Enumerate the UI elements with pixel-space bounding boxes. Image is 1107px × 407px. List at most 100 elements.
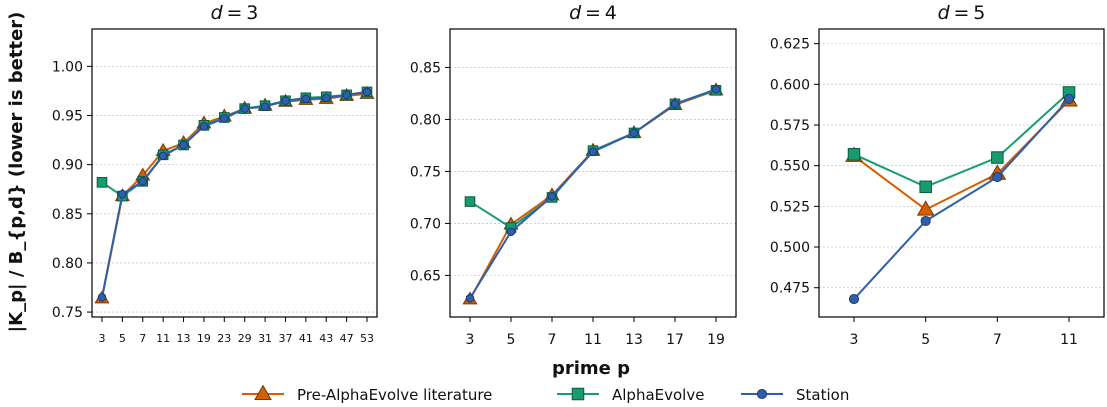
data-point — [465, 293, 475, 303]
data-point — [547, 192, 557, 201]
panel-title: d = 5 — [938, 2, 986, 24]
x-tick-label: 43 — [319, 332, 333, 345]
data-point — [916, 200, 935, 216]
series-line — [853, 99, 1070, 211]
x-tick-label: 3 — [850, 332, 859, 348]
legend-item: Station — [741, 386, 849, 404]
data-point — [711, 85, 721, 94]
panel-d5: 0.475 0.500 0.525 0.550 0.575 0.600 0.625 3 5 7 11… — [770, 2, 1105, 348]
data-point — [670, 99, 680, 109]
legend-label: Station — [796, 386, 849, 404]
data-point — [464, 196, 476, 207]
y-tick-label: 0.625 — [770, 37, 810, 53]
x-tick-label: 7 — [993, 332, 1002, 348]
y-axis-label: |K_p| / B_{p,d} (lower is better) — [6, 12, 27, 333]
y-tick-label: 0.90 — [52, 158, 83, 174]
legend: Pre-AlphaEvolve literature AlphaEvolve Sta… — [242, 384, 849, 404]
y-tick-label: 0.475 — [770, 281, 810, 297]
y-tick-label: 0.75 — [410, 164, 441, 180]
data-point — [362, 87, 372, 97]
x-tick-label: 19 — [197, 332, 211, 345]
data-point — [97, 293, 107, 302]
data-point — [158, 151, 168, 161]
legend-marker — [571, 387, 585, 401]
legend-marker — [254, 384, 272, 400]
series-pre-alphaevolve-literature — [462, 82, 724, 305]
plot-frame — [449, 28, 737, 318]
series-line — [101, 90, 368, 298]
y-tick-label: 0.70 — [410, 216, 441, 232]
panel-title-equals: = — [223, 2, 247, 24]
data-point — [506, 227, 516, 237]
x-tick-label: 31 — [258, 332, 272, 345]
panel-title-variable: d — [211, 2, 224, 24]
data-point — [199, 122, 209, 131]
data-point — [240, 104, 249, 113]
x-tick-label: 47 — [340, 332, 354, 345]
data-point — [321, 93, 331, 103]
x-tick-label: 11 — [584, 332, 602, 348]
data-point — [260, 102, 270, 111]
x-tick-label: 13 — [625, 332, 643, 348]
x-tick-label: 5 — [119, 332, 126, 345]
series-line — [853, 98, 1070, 300]
series-alphaevolve — [464, 85, 722, 233]
x-tick-label: 7 — [139, 332, 146, 345]
x-tick-label: 3 — [466, 332, 475, 348]
y-tick-label: 0.80 — [52, 256, 83, 272]
data-point — [179, 140, 188, 150]
data-point — [919, 180, 932, 194]
x-tick-label: 5 — [921, 332, 930, 348]
plot-frame — [91, 28, 378, 318]
legend-item: Pre-AlphaEvolve literature — [242, 384, 492, 404]
plot-frame — [818, 28, 1105, 318]
y-tick-label: 1.00 — [52, 59, 83, 75]
series-pre-alphaevolve-literature — [845, 91, 1078, 216]
x-tick-label: 13 — [177, 332, 191, 345]
y-tick-label: 0.75 — [52, 305, 83, 321]
y-tick-label: 0.85 — [410, 60, 441, 76]
panel-title: d = 3 — [211, 2, 259, 24]
series-line — [469, 88, 717, 299]
y-tick-label: 0.80 — [410, 112, 441, 128]
data-point — [991, 151, 1004, 164]
series-station — [848, 93, 1075, 305]
panel-title-value: 4 — [605, 2, 617, 24]
data-point — [301, 94, 311, 104]
y-tick-label: 0.525 — [770, 199, 810, 215]
panel-title: d = 4 — [569, 2, 617, 24]
series-line — [469, 89, 717, 300]
legend-label: AlphaEvolve — [612, 386, 704, 404]
x-tick-label: 7 — [548, 332, 557, 348]
data-point — [138, 177, 148, 186]
x-tick-label: 11 — [1060, 332, 1078, 348]
x-tick-label: 29 — [238, 332, 252, 345]
x-tick-label: 37 — [278, 332, 292, 345]
series-line — [853, 91, 1070, 188]
panel-d4: 0.65 0.70 0.75 0.80 0.85 3 5 7 11 13 17 19 d = 4 — [410, 2, 737, 348]
data-point — [1063, 93, 1075, 105]
panel-title-variable: d — [569, 2, 582, 24]
series-station — [97, 87, 372, 302]
y-tick-label: 0.600 — [770, 77, 810, 93]
data-point — [847, 148, 861, 161]
legend-marker — [756, 388, 768, 400]
data-point — [920, 215, 931, 227]
data-point — [220, 114, 229, 123]
panel-title-variable: d — [938, 2, 951, 24]
data-point — [96, 177, 108, 188]
panel-title-equals: = — [950, 2, 974, 24]
series-line — [101, 92, 368, 299]
x-tick-label: 17 — [666, 332, 684, 348]
y-tick-label: 0.85 — [52, 207, 83, 223]
legend-label: Pre-AlphaEvolve literature — [297, 386, 492, 404]
y-tick-label: 0.95 — [52, 108, 83, 124]
series-line — [469, 89, 717, 229]
x-tick-label: 41 — [299, 332, 313, 345]
x-tick-label: 11 — [156, 332, 170, 345]
series-station — [465, 85, 721, 303]
series-alphaevolve — [847, 86, 1076, 194]
data-point — [588, 147, 598, 156]
x-tick-label: 19 — [707, 332, 725, 348]
